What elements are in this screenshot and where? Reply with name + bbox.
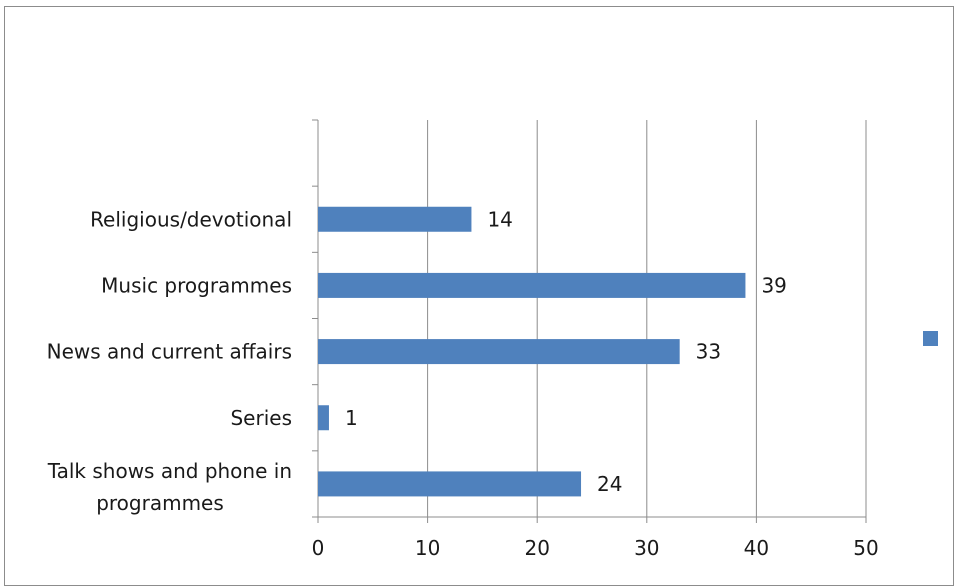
category-label-line-2: programmes: [96, 491, 224, 515]
x-tick-label-30: 30: [634, 536, 659, 560]
bar-series: [318, 405, 329, 431]
category-label: Music programmes: [101, 273, 292, 297]
labels: 0 10 20 30 40 50 24 Talk shows and phone in prog…: [47, 207, 879, 560]
legend-marker: [923, 331, 938, 346]
bars: [318, 206, 746, 497]
axes: [312, 119, 866, 523]
data-label: 24: [597, 472, 622, 496]
bar-music-programmes: [318, 272, 746, 298]
x-tick-label-20: 20: [524, 536, 549, 560]
x-tick-label-40: 40: [744, 536, 769, 560]
x-tick-label-10: 10: [415, 536, 440, 560]
bar-religious-devotional: [318, 206, 472, 232]
data-label: 14: [487, 207, 512, 231]
bar-talk-shows-and-phone-in-programmes: [318, 471, 582, 497]
data-label: 33: [696, 340, 721, 364]
x-tick-label-0: 0: [312, 536, 325, 560]
category-label: Religious/devotional: [90, 207, 292, 231]
bar-news-and-current-affairs: [318, 339, 680, 365]
category-label: Series: [230, 406, 292, 430]
data-label: 39: [761, 273, 786, 297]
legend: [923, 331, 938, 346]
data-label: 1: [345, 406, 358, 430]
category-label: Talk shows and phone in: [47, 459, 292, 483]
x-tick-label-50: 50: [853, 536, 878, 560]
category-label: News and current affairs: [47, 340, 292, 364]
gridlines: [427, 120, 867, 523]
